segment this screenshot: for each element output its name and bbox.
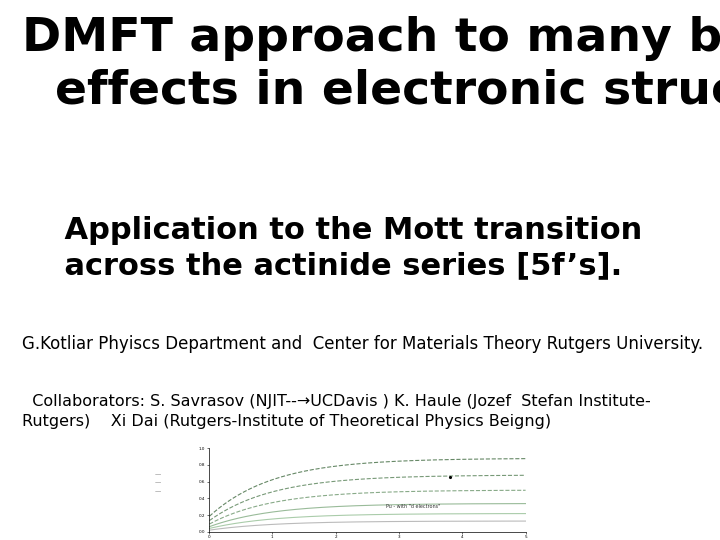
Text: G.Kotliar Phyiscs Department and  Center for Materials Theory Rutgers University: G.Kotliar Phyiscs Department and Center … [22,335,703,353]
Text: Collaborators: S. Savrasov (NJIT--→UCDavis ) K. Haule (Jozef  Stefan Institute-
: Collaborators: S. Savrasov (NJIT--→UCDav… [22,394,650,429]
Text: Application to the Mott transition
    across the actinide series [5f’s].: Application to the Mott transition acros… [22,216,642,280]
Text: —
—
—: — — — [155,472,161,494]
Text: DMFT approach to many body
  effects in electronic structure.: DMFT approach to many body effects in el… [22,16,720,113]
Text: Pu - with "d electrons": Pu - with "d electrons" [386,504,441,509]
